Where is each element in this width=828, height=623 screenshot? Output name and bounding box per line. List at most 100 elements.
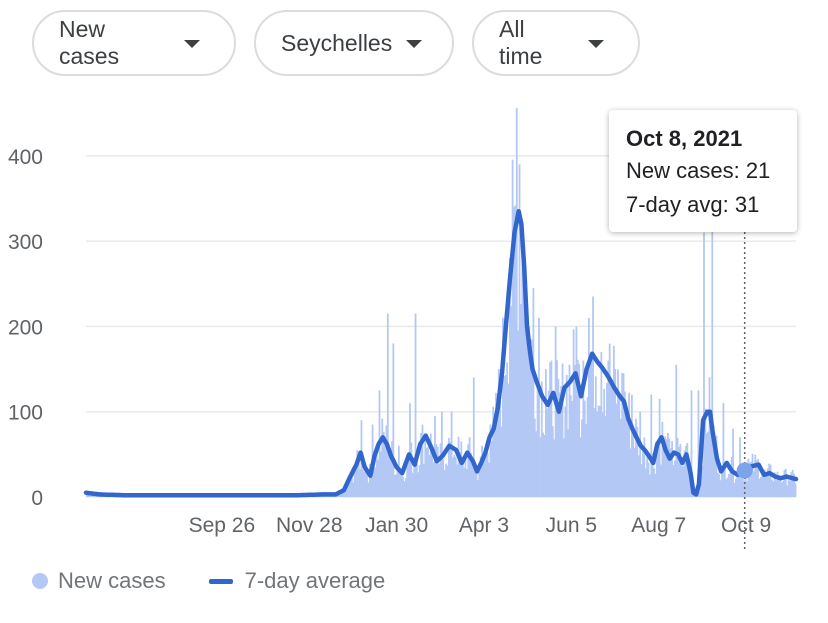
new-cases-bar [673,460,676,497]
new-cases-bar [488,462,490,497]
new-cases-bar [617,369,619,497]
new-cases-bar [422,464,425,497]
new-cases-bar [678,447,680,497]
tooltip-new-cases: New cases: 21 [626,158,771,183]
new-cases-bar [729,472,732,497]
time-range-dropdown-label: All time [499,16,543,69]
new-cases-bar [482,458,485,497]
new-cases-bar [547,390,550,497]
new-cases-bar [624,391,626,497]
new-cases-bar [560,386,563,497]
new-cases-bar [472,377,475,497]
new-cases-bar [723,462,726,497]
new-cases-bar [603,388,606,497]
new-cases-bar [496,418,499,497]
new-cases-bar [662,445,665,497]
new-cases-bar [553,439,556,497]
new-cases-bar [346,484,349,497]
new-cases-bar [775,480,777,497]
new-cases-bar [644,468,647,497]
new-cases-bar [389,455,392,497]
new-cases-bar [722,403,725,497]
new-cases-bar [508,258,511,497]
new-cases-bar [396,467,399,497]
new-cases-bar [416,463,418,497]
new-cases-bar [596,411,599,497]
new-cases-bar [429,433,432,497]
new-cases-bar [582,360,585,497]
new-cases-bar [345,484,348,497]
new-cases-bar [753,471,755,497]
new-cases-bar [610,384,612,497]
new-cases-bar [477,480,479,497]
metric-dropdown[interactable]: New cases [32,10,236,76]
cases-chart[interactable]: 0 100 200 300 400 Sep 26 Nov 28 Jan 30 Apr 3 Jun… [0,0,828,560]
new-cases-bar [409,403,411,497]
legend-average: 7-day average [244,568,386,593]
new-cases-bar [513,206,515,498]
new-cases-bar [683,450,686,497]
new-cases-bar [655,450,658,497]
x-tick-label: Jan 30 [365,514,428,537]
new-cases-bar [349,471,352,497]
new-cases-bar [643,437,646,497]
new-cases-bar [470,452,472,497]
new-cases-bar [783,469,786,497]
new-cases-bar [375,445,378,497]
new-cases-bar [628,392,630,497]
new-cases-bar [450,411,453,497]
new-cases-bar [350,471,353,497]
new-cases-bar [549,362,551,497]
new-cases-bar [747,458,750,497]
new-cases-bar [463,467,465,497]
new-cases-bar [366,473,368,497]
new-cases-bar [646,456,649,497]
new-cases-bar [629,448,632,497]
new-cases-bar [594,376,597,497]
new-cases-bar [589,357,592,497]
new-cases-bar [439,443,442,497]
new-cases-bar [489,424,492,497]
new-cases-bar [604,416,607,497]
average-line-path [83,208,799,498]
caret-down-icon [406,40,423,48]
new-cases-bar [776,471,779,497]
new-cases-bar [550,360,553,497]
new-cases-bar [492,406,495,497]
new-cases-bar [786,485,789,497]
new-cases-bar [703,232,705,497]
new-cases-bar [593,408,596,497]
new-cases-bar [567,428,569,497]
new-cases-bar [639,411,642,497]
new-cases-bar [506,362,508,497]
new-cases-bar [382,431,385,497]
new-cases-bar [700,470,703,497]
new-cases-bar [668,438,671,497]
new-cases-bar [657,446,660,497]
time-range-dropdown[interactable]: All time [472,10,640,76]
new-cases-bar [511,159,514,497]
new-cases-bar [574,364,576,497]
new-cases-bar [794,483,797,497]
region-dropdown[interactable]: Seychelles [254,10,454,76]
new-cases-bar [436,446,439,497]
new-cases-bar [428,454,431,497]
new-cases-bar [733,482,736,497]
new-cases-bar [414,313,417,497]
new-cases-bar [370,475,373,497]
new-cases-bar [542,432,545,497]
new-cases-bar [339,492,342,497]
new-cases-bar [600,351,603,497]
new-cases-bar [420,433,422,497]
new-cases-bar [515,108,518,497]
new-cases-bar [386,313,389,497]
new-cases-bar [732,428,734,497]
new-cases-bar [711,224,714,498]
new-cases-bar [754,454,757,497]
new-cases-bar [772,481,775,497]
new-cases-bar [581,419,583,497]
new-cases-bar [672,464,675,497]
new-cases-bar [521,228,524,497]
new-cases-bar [726,477,729,497]
new-cases-bar [499,401,502,497]
